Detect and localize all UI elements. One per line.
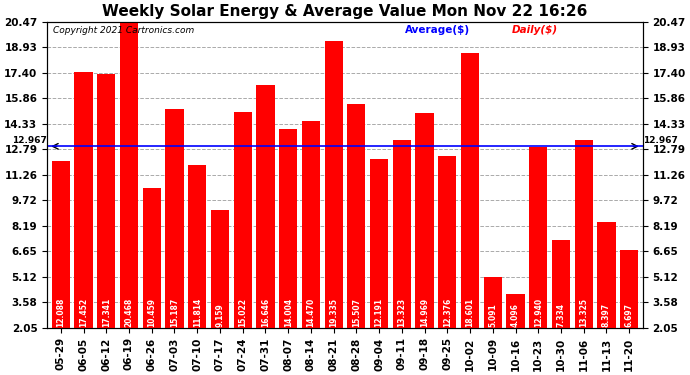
Text: Average($): Average($) [404, 25, 470, 35]
Bar [143, 188, 161, 328]
Bar [461, 53, 479, 328]
Text: 14.004: 14.004 [284, 298, 293, 327]
Bar [97, 74, 115, 328]
Bar [52, 161, 70, 328]
Bar [256, 85, 275, 328]
Text: 16.646: 16.646 [261, 298, 270, 327]
Text: 15.507: 15.507 [352, 298, 361, 327]
Bar [120, 22, 138, 328]
Text: 15.022: 15.022 [238, 298, 247, 327]
Text: Daily($): Daily($) [512, 25, 558, 35]
Bar [575, 140, 593, 328]
Bar [347, 104, 366, 328]
Bar [415, 113, 434, 328]
Text: 12.191: 12.191 [375, 298, 384, 327]
Bar [324, 40, 343, 328]
Text: 13.325: 13.325 [579, 298, 589, 327]
Text: 12.967: 12.967 [643, 136, 678, 145]
Text: 12.967: 12.967 [12, 136, 47, 145]
Text: 4.096: 4.096 [511, 303, 520, 327]
Text: 12.940: 12.940 [534, 298, 543, 327]
Bar [302, 122, 320, 328]
Text: 19.335: 19.335 [329, 298, 338, 327]
Bar [75, 72, 92, 328]
Bar [484, 277, 502, 328]
Text: 10.459: 10.459 [147, 298, 156, 327]
Bar [529, 147, 547, 328]
Text: 18.601: 18.601 [466, 297, 475, 327]
Bar [279, 129, 297, 328]
Bar [188, 165, 206, 328]
Text: 8.397: 8.397 [602, 303, 611, 327]
Text: 15.187: 15.187 [170, 297, 179, 327]
Text: 13.323: 13.323 [397, 298, 406, 327]
Text: 20.468: 20.468 [124, 297, 133, 327]
Bar [620, 251, 638, 328]
Bar [506, 294, 524, 328]
Text: 11.814: 11.814 [193, 297, 201, 327]
Bar [393, 140, 411, 328]
Text: 17.452: 17.452 [79, 298, 88, 327]
Text: 6.697: 6.697 [624, 303, 633, 327]
Text: 14.470: 14.470 [306, 297, 315, 327]
Text: 14.969: 14.969 [420, 298, 429, 327]
Bar [234, 112, 252, 328]
Text: 17.341: 17.341 [101, 297, 111, 327]
Text: 12.376: 12.376 [443, 297, 452, 327]
Bar [166, 110, 184, 328]
Bar [370, 159, 388, 328]
Text: 9.159: 9.159 [215, 303, 224, 327]
Text: 12.088: 12.088 [57, 297, 66, 327]
Text: 5.091: 5.091 [489, 303, 497, 327]
Bar [438, 156, 456, 328]
Title: Weekly Solar Energy & Average Value Mon Nov 22 16:26: Weekly Solar Energy & Average Value Mon … [102, 4, 588, 19]
Bar [552, 240, 570, 328]
Bar [211, 210, 229, 328]
Text: Copyright 2021 Cartronics.com: Copyright 2021 Cartronics.com [53, 26, 195, 35]
Text: 7.334: 7.334 [557, 303, 566, 327]
Bar [598, 222, 615, 328]
